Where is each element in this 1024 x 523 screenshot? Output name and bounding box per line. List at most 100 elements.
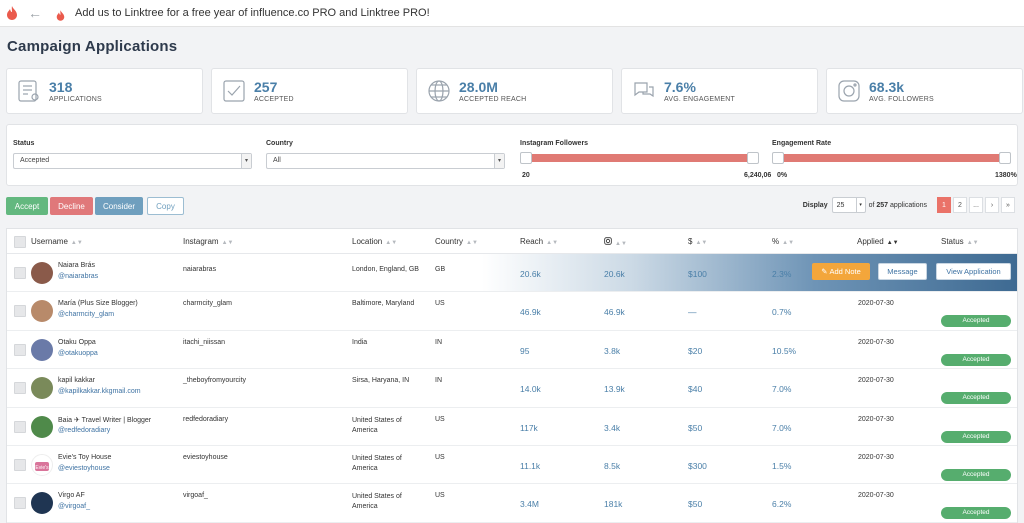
page-1-button[interactable]: 1 (937, 197, 951, 213)
status-badge: Accepted (941, 507, 1011, 520)
user-name[interactable]: kapil kakkar (58, 377, 95, 385)
note-icon: ✎ (821, 267, 828, 276)
slider-min-handle[interactable] (772, 152, 784, 164)
user-name[interactable]: Virgo AF (58, 492, 85, 500)
view-application-button[interactable]: View Application (936, 263, 1011, 280)
table-row[interactable]: María (Plus Size Blogger) @charmcity_gla… (7, 292, 1017, 331)
col-reach[interactable]: Reach ▲▼ (520, 237, 558, 246)
avatar[interactable] (31, 300, 53, 323)
col-location[interactable]: Location ▲▼ (352, 237, 397, 246)
of-prefix: of (868, 201, 875, 209)
avatar[interactable] (31, 415, 53, 438)
row-checkbox[interactable] (14, 458, 26, 471)
user-handle[interactable]: @otakuoppa (58, 349, 98, 357)
followers-filter-label: Instagram Followers (520, 140, 589, 147)
chevron-down-icon: ▾ (241, 154, 251, 168)
engagement-value: 7.0% (772, 384, 792, 395)
row-checkbox[interactable] (14, 343, 26, 356)
chevron-down-icon: ▾ (855, 198, 865, 212)
stat-followers: 68.3k AVG. FOLLOWERS (826, 68, 1023, 114)
flame-icon[interactable] (6, 6, 18, 20)
row-checkbox[interactable] (14, 497, 26, 510)
col-label: Instagram (183, 237, 219, 246)
user-handle[interactable]: @redfedoradiary (58, 426, 111, 434)
avatar[interactable] (31, 262, 53, 284)
followers-max: 6,240,06 (744, 172, 772, 179)
user-name[interactable]: Otaku Oppa (58, 338, 96, 346)
engagement-slider[interactable] (772, 152, 1011, 164)
slider-track (526, 154, 753, 162)
col-label: Username (31, 237, 68, 246)
row-checkbox[interactable] (14, 420, 26, 433)
col-country[interactable]: Country ▲▼ (435, 237, 478, 246)
slider-max-handle[interactable] (999, 152, 1011, 164)
copy-button[interactable]: Copy (147, 197, 184, 215)
col-instagram[interactable]: Instagram ▲▼ (183, 237, 233, 246)
stat-value: 28.0M (459, 78, 498, 95)
user-name[interactable]: Evie's Toy House (58, 453, 112, 461)
select-all-checkbox[interactable] (14, 236, 26, 248)
message-button[interactable]: Message (878, 263, 927, 280)
user-handle[interactable]: @eviestoyhouse (58, 464, 110, 472)
avatar[interactable] (31, 492, 53, 515)
user-handle[interactable]: @naiarabras (58, 273, 99, 280)
avatar[interactable] (31, 377, 53, 400)
user-handle[interactable]: @charmcity_glam (58, 311, 115, 319)
last-page-button[interactable]: » (1001, 197, 1015, 213)
pagination: 1 2 ... › » (937, 197, 1015, 213)
col-status[interactable]: Status ▲▼ (941, 237, 979, 246)
svg-text:Evie's: Evie's (35, 465, 49, 471)
reach-value: 117k (520, 422, 538, 433)
bulk-actions: Accept Decline Consider Copy (6, 197, 184, 215)
row-checkbox[interactable] (14, 305, 26, 318)
price-value: $50 (688, 422, 703, 433)
location: Sirsa, Haryana, IN (352, 377, 410, 385)
country-select[interactable]: All ▾ (266, 153, 505, 169)
sort-icon: ▲▼ (546, 240, 559, 246)
slider-min-handle[interactable] (520, 152, 532, 164)
col-label: Status (941, 237, 964, 246)
decline-button[interactable]: Decline (50, 197, 93, 215)
accept-button[interactable]: Accept (6, 197, 48, 215)
user-name[interactable]: Baia ✈ Travel Writer | Blogger (58, 416, 152, 424)
per-page-select[interactable]: 25 ▾ (831, 197, 866, 213)
col-applied[interactable]: Applied ▲▼ (857, 237, 899, 246)
page-title: Campaign Applications (7, 38, 178, 55)
col-username[interactable]: Username ▲▼ (31, 237, 83, 246)
table-row[interactable]: Baia ✈ Travel Writer | Blogger @redfedor… (7, 408, 1017, 446)
next-page-button[interactable]: › (985, 197, 999, 213)
table-row[interactable]: kapil kakkar @kapilkakkar.kkgmail.com _t… (7, 369, 1017, 408)
applied-date: 2020-07-30 (858, 377, 894, 385)
status-select[interactable]: Accepted ▾ (13, 153, 252, 169)
col-price[interactable]: $ ▲▼ (688, 237, 707, 246)
slider-max-handle[interactable] (747, 152, 759, 164)
avatar[interactable] (31, 338, 53, 361)
applied-date: 2020-07-30 (858, 415, 894, 423)
arrow-left-icon[interactable]: ← (28, 5, 42, 21)
followers-value: 3.8k (604, 345, 621, 356)
table-row[interactable]: Otaku Oppa @otakuoppa itachi_niissan Ind… (7, 331, 1017, 370)
user-name[interactable]: Naiara Brás (58, 262, 95, 269)
row-checkbox[interactable] (14, 382, 26, 395)
chat-icon (630, 77, 658, 105)
col-instagram-followers[interactable]: ▲▼ (604, 237, 627, 247)
table-row[interactable]: Virgo AF @virgoaf_ virgoaf_ United State… (7, 484, 1017, 523)
table-row[interactable]: Naiara Brás @naiarabras naiarabras Londo… (7, 254, 1017, 293)
add-note-button[interactable]: ✎ Add Note (812, 263, 870, 280)
user-name[interactable]: María (Plus Size Blogger) (58, 300, 138, 308)
followers-slider[interactable] (520, 152, 759, 164)
user-handle[interactable]: @kapilkakkar.kkgmail.com (58, 388, 141, 396)
user-handle[interactable]: @virgoaf_ (58, 503, 91, 511)
col-engagement[interactable]: % ▲▼ (772, 237, 794, 246)
instagram-handle: itachi_niissan (183, 338, 226, 346)
table-row[interactable]: Evie's Evie's Toy House @eviestoyhouse e… (7, 446, 1017, 485)
sort-icon: ▲▼ (695, 240, 708, 246)
sort-icon: ▲▼ (385, 240, 398, 246)
location: United States of America (352, 454, 402, 472)
row-checkbox[interactable] (14, 267, 26, 279)
consider-button[interactable]: Consider (95, 197, 143, 215)
avatar[interactable]: Evie's (31, 453, 53, 476)
col-label: % (772, 237, 780, 246)
promo-banner[interactable]: Add us to Linktree for a free year of in… (75, 7, 430, 19)
page-2-button[interactable]: 2 (953, 197, 967, 213)
